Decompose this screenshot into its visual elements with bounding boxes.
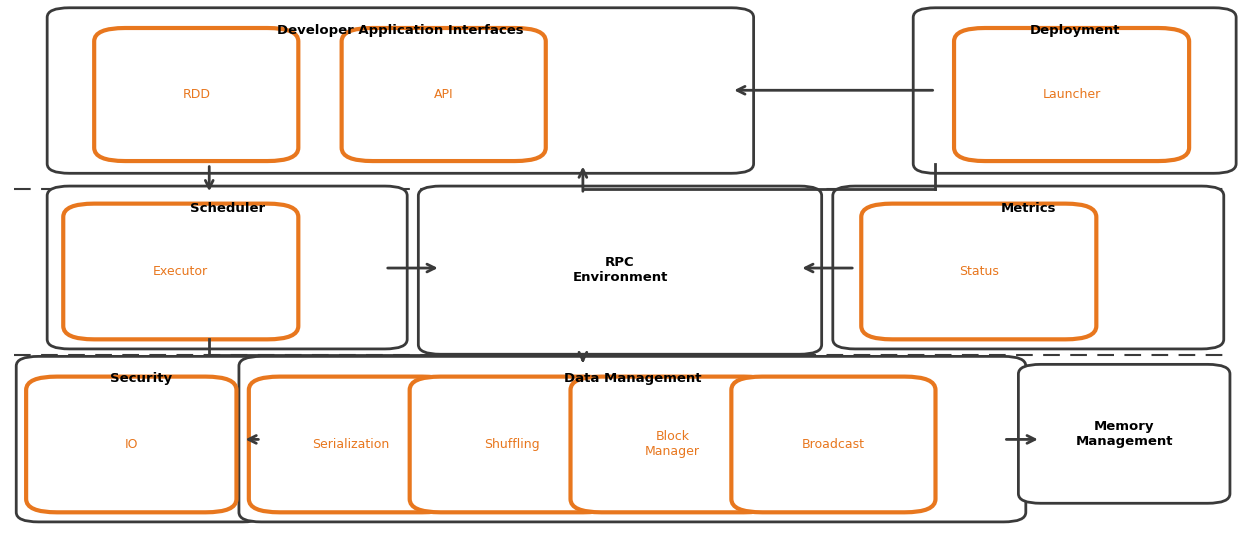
Text: Memory
Management: Memory Management	[1075, 420, 1173, 448]
FancyBboxPatch shape	[418, 186, 822, 354]
FancyBboxPatch shape	[409, 377, 614, 513]
FancyBboxPatch shape	[63, 204, 299, 339]
FancyBboxPatch shape	[862, 204, 1096, 339]
FancyBboxPatch shape	[239, 356, 1025, 522]
Text: IO: IO	[124, 438, 138, 451]
FancyBboxPatch shape	[94, 28, 299, 161]
FancyBboxPatch shape	[47, 186, 407, 349]
FancyBboxPatch shape	[1018, 364, 1230, 503]
Text: Data Management: Data Management	[564, 372, 701, 385]
FancyBboxPatch shape	[954, 28, 1189, 161]
Text: Status: Status	[959, 265, 998, 278]
Text: Serialization: Serialization	[312, 438, 389, 451]
Text: Broadcast: Broadcast	[802, 438, 866, 451]
FancyBboxPatch shape	[342, 28, 546, 161]
FancyBboxPatch shape	[913, 8, 1236, 173]
FancyBboxPatch shape	[732, 377, 935, 513]
FancyBboxPatch shape	[47, 8, 754, 173]
FancyBboxPatch shape	[249, 377, 453, 513]
Text: Launcher: Launcher	[1043, 88, 1101, 101]
Text: Block
Manager: Block Manager	[645, 431, 701, 458]
Text: RDD: RDD	[182, 88, 211, 101]
Text: Scheduler: Scheduler	[190, 202, 265, 215]
Text: RPC
Environment: RPC Environment	[573, 256, 667, 284]
FancyBboxPatch shape	[16, 356, 265, 522]
Text: Metrics: Metrics	[1001, 202, 1056, 215]
Text: Developer Application Interfaces: Developer Application Interfaces	[277, 24, 523, 37]
Text: API: API	[434, 88, 454, 101]
FancyBboxPatch shape	[26, 377, 237, 513]
FancyBboxPatch shape	[833, 186, 1224, 349]
FancyBboxPatch shape	[570, 377, 775, 513]
Text: Deployment: Deployment	[1029, 24, 1120, 37]
Text: Shuffling: Shuffling	[484, 438, 539, 451]
Text: Security: Security	[109, 372, 171, 385]
Text: Executor: Executor	[154, 265, 208, 278]
